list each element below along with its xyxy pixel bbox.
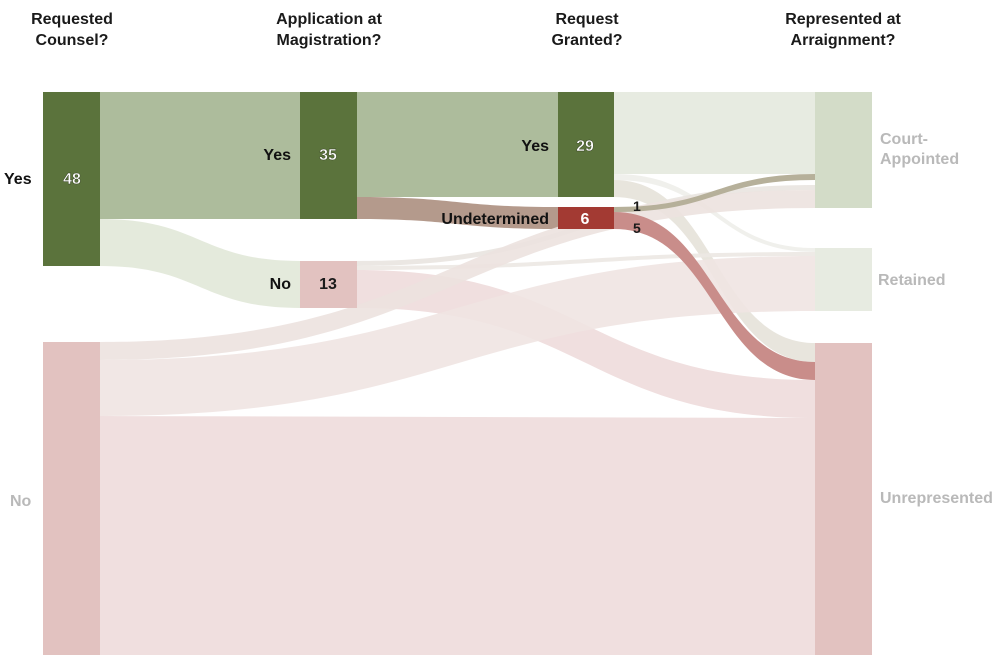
nodes bbox=[43, 92, 872, 655]
node-rep-court bbox=[815, 92, 872, 208]
value-app-no: 13 bbox=[319, 276, 337, 293]
flow-gr-und-to-unrep bbox=[614, 212, 815, 380]
flow-rc-yes-to-app-yes bbox=[100, 92, 300, 219]
header-request-granted-line1: Request bbox=[555, 11, 619, 28]
label-rep-court-line1: Court- bbox=[880, 131, 928, 148]
flow-rc-no-to-unrep bbox=[100, 416, 815, 655]
node-app-no bbox=[300, 261, 357, 308]
value-gr-yes: 29 bbox=[576, 138, 594, 155]
node-rep-retained bbox=[815, 248, 872, 311]
header-represented-line2: Arraignment? bbox=[791, 32, 896, 49]
flow-app-yes-to-gr-und bbox=[357, 197, 558, 229]
flow-value-und-to-unrep: 5 bbox=[633, 220, 641, 236]
flow-rc-yes-to-app-no bbox=[100, 219, 300, 308]
flow-rc-no-to-court bbox=[100, 190, 815, 360]
header-requested-counsel-line2: Counsel? bbox=[36, 32, 109, 49]
node-labels: Yes 48 No Yes 35 No 13 Yes 29 Undetermin… bbox=[4, 131, 993, 510]
header-requested-counsel-line1: Requested bbox=[31, 11, 113, 28]
label-rep-unrep: Unrepresented bbox=[880, 490, 993, 507]
flow-value-und-to-court: 1 bbox=[633, 198, 641, 214]
label-rc-no: No bbox=[10, 493, 32, 510]
flow-rc-no-to-retained bbox=[100, 256, 815, 416]
node-rep-unrep bbox=[815, 343, 872, 655]
label-rc-yes: Yes bbox=[4, 171, 32, 188]
node-gr-yes bbox=[558, 92, 614, 197]
flow-app-yes-to-gr-yes bbox=[357, 92, 558, 197]
flows bbox=[100, 92, 815, 655]
value-app-yes: 35 bbox=[319, 147, 337, 164]
node-rc-no bbox=[43, 342, 100, 655]
label-app-no: No bbox=[270, 276, 292, 293]
flow-gr-yes-to-court bbox=[614, 92, 815, 174]
header-application-line1: Application at bbox=[276, 11, 382, 28]
label-rep-court-line2: Appointed bbox=[880, 151, 959, 168]
node-gr-und bbox=[558, 207, 614, 229]
label-gr-und: Undetermined bbox=[441, 211, 549, 228]
flow-gr-yes-to-retained bbox=[614, 174, 815, 252]
header-represented-line1: Represented at bbox=[785, 11, 901, 28]
header-request-granted-line2: Granted? bbox=[551, 32, 622, 49]
flow-gr-und-to-court bbox=[614, 174, 815, 212]
label-rep-retained: Retained bbox=[878, 272, 946, 289]
value-rc-yes: 48 bbox=[63, 171, 81, 188]
value-gr-und: 6 bbox=[581, 211, 590, 228]
column-headers: Requested Counsel? Application at Magist… bbox=[31, 11, 901, 49]
header-application-line2: Magistration? bbox=[277, 32, 382, 49]
label-app-yes: Yes bbox=[263, 147, 291, 164]
label-gr-yes: Yes bbox=[521, 138, 549, 155]
node-rc-yes bbox=[43, 92, 100, 266]
node-app-yes bbox=[300, 92, 357, 219]
